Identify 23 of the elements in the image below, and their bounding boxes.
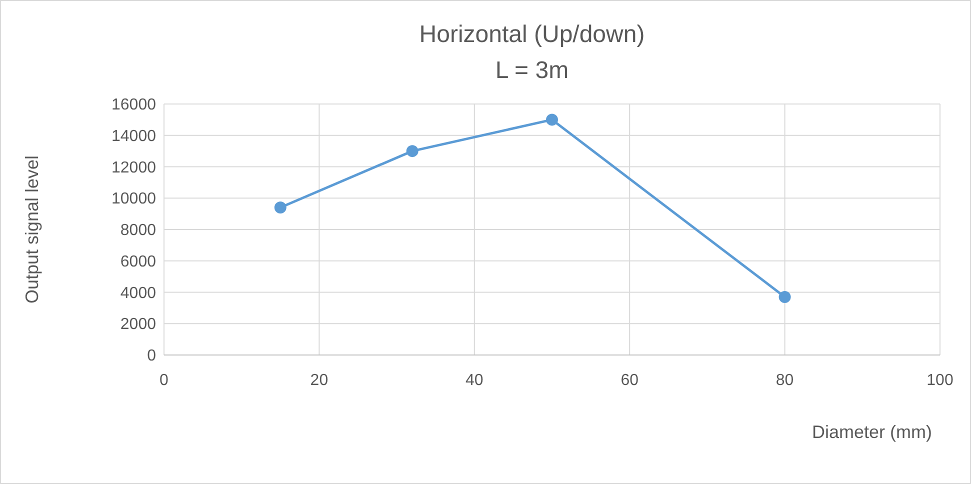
x-tick-label: 60 — [620, 372, 639, 389]
chart-subtitle: L = 3m — [495, 57, 569, 84]
y-tick-label: 16000 — [112, 96, 156, 114]
y-tick-label: 0 — [147, 348, 156, 365]
point — [778, 290, 791, 303]
point — [406, 145, 418, 158]
y-tick-label: 8000 — [120, 222, 156, 240]
x-axis-title: Diameter (mm) — [812, 422, 932, 442]
y-tick-label: 4000 — [120, 284, 156, 302]
y-tick-label: 14000 — [112, 128, 156, 145]
x-tick-label: 40 — [466, 372, 484, 389]
point — [546, 114, 558, 126]
y-axis-title: Output signal level — [22, 155, 42, 304]
x-tick-label: 100 — [926, 372, 954, 389]
y-tick-label: 2000 — [120, 316, 156, 334]
x-tick-label: 80 — [776, 372, 794, 389]
y-tick-label: 6000 — [120, 253, 156, 270]
x-tick-label: 0 — [160, 372, 169, 389]
chart-title: Horizontal (Up/down) — [419, 21, 645, 48]
y-tick-label: 12000 — [112, 159, 156, 176]
y-tick-label: 10000 — [112, 190, 156, 208]
x-tick-label: 20 — [310, 372, 328, 389]
point — [274, 202, 286, 214]
